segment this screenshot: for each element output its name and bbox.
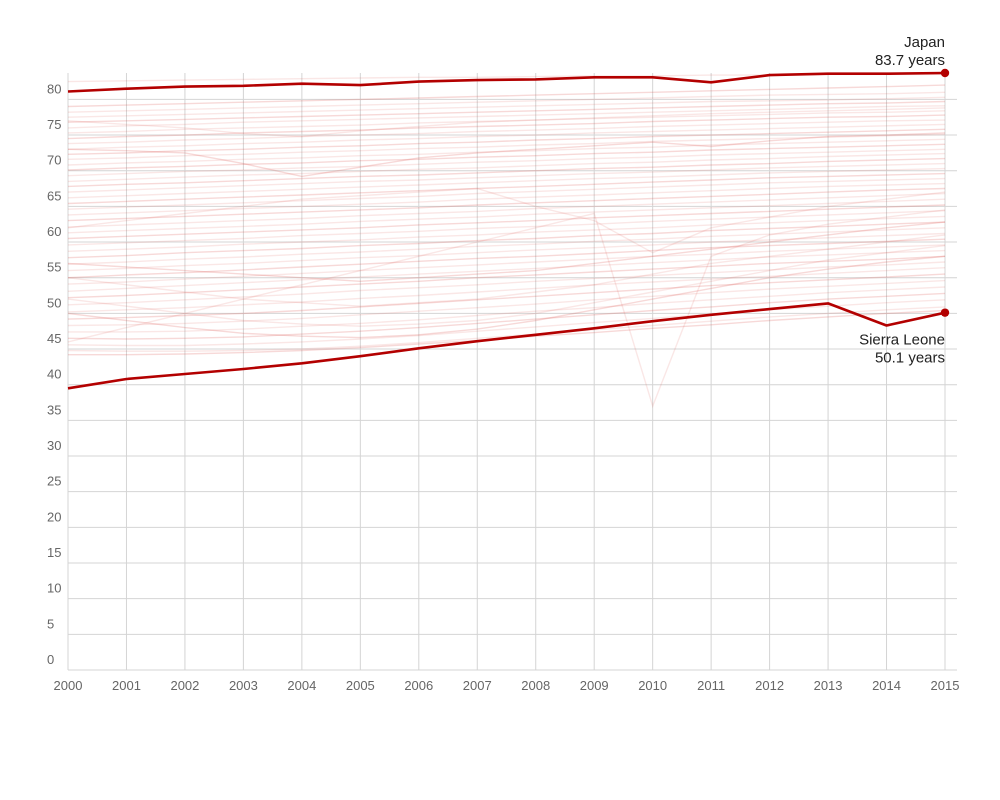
background-series-line [67,172,946,205]
background-series-line [67,244,946,327]
x-tick-label: 2003 [229,678,258,693]
y-tick-label: 75 [47,117,61,132]
background-series-line [67,221,946,259]
x-tick-label: 2002 [170,678,199,693]
background-series-line [67,182,946,216]
background-series-line [67,234,946,307]
background-series-line [67,157,946,188]
x-tick-label: 2012 [755,678,784,693]
y-tick-label: 35 [47,402,61,417]
y-tick-label: 15 [47,545,61,560]
y-tick-label: 0 [47,652,54,667]
background-series-line [67,187,946,254]
y-tick-label: 70 [47,153,61,168]
background-series-line [67,210,946,246]
series-name-label: Sierra Leone [859,332,945,349]
x-tick-label: 2008 [521,678,550,693]
background-series-line [67,96,946,118]
y-tick-label: 5 [47,616,54,631]
y-tick-label: 10 [47,581,61,596]
background-series-line [67,255,946,299]
x-tick-label: 2001 [112,678,141,693]
y-tick-label: 50 [47,295,61,310]
background-series-line [67,148,946,177]
background-series-line [67,162,946,193]
y-tick-label: 45 [47,331,61,346]
background-series-line [67,209,946,409]
highlighted-series-lines [67,68,950,390]
background-series-line [67,232,946,272]
x-tick-label: 2009 [580,678,609,693]
background-series-line [67,261,946,306]
grid [67,73,957,671]
background-series-line [67,167,946,199]
background-series-line [67,249,946,292]
y-tick-label: 40 [47,367,61,382]
background-series-line [67,110,946,134]
x-tick-label: 2004 [287,678,316,693]
background-series-line [67,221,946,283]
x-tick-label: 2015 [931,678,960,693]
background-series-line [67,227,946,265]
background-series-line [67,192,946,228]
background-series-line [67,132,946,178]
y-axis-tick-labels: 0 5 10 15 20 25 30 35 40 45 50 55 60 65 70 75 80 [47,81,61,667]
y-tick-label: 65 [47,188,61,203]
x-tick-label: 2014 [872,678,901,693]
background-series-line [67,177,946,210]
x-axis-tick-labels: 2000 2001 2002 2003 2004 2005 2006 2007 2008 2009… [54,678,960,693]
background-series-line [67,292,946,340]
background-series-line [67,215,946,252]
series-endpoint-marker [940,308,950,317]
background-series-line [67,84,946,108]
y-tick-label: 80 [47,81,61,96]
background-series-line [67,267,946,313]
background-series-line [67,105,946,129]
y-tick-label: 20 [47,509,61,524]
background-series-line [67,279,946,327]
y-tick-label: 25 [47,474,61,489]
highlighted-series-line [67,71,946,93]
series-value-label: 83.7 years [875,52,945,69]
background-series-line [67,198,946,234]
background-series-line [67,100,946,123]
highlighted-series-line [67,302,946,390]
background-series-line [67,119,946,145]
background-series-line [67,273,946,320]
y-tick-label: 55 [47,260,61,275]
x-tick-label: 2010 [638,678,667,693]
background-series-line [67,107,946,138]
background-series-line [67,306,946,352]
x-tick-label: 2013 [814,678,843,693]
series-name-label: Japan [904,34,945,51]
background-series-line [67,123,946,150]
background-series-line [67,299,946,347]
background-series-line [67,114,946,140]
background-series-line [67,133,946,160]
background-series-line [67,138,946,166]
background-series-line [67,204,946,240]
background-series-line [67,152,946,183]
series-endpoint-marker [940,68,950,78]
background-series-line [67,91,946,113]
y-tick-label: 30 [47,438,61,453]
background-series-line [67,128,946,155]
background-series-line [68,286,946,333]
background-series-line [67,187,946,222]
background-series-line [67,255,946,339]
series-value-label: 50.1 years [875,350,945,367]
x-tick-label: 2005 [346,678,375,693]
x-tick-label: 2000 [54,678,83,693]
y-tick-label: 60 [47,224,61,239]
background-series-lines [67,73,946,409]
background-series-line [67,238,946,279]
x-tick-label: 2007 [463,678,492,693]
x-tick-label: 2006 [404,678,433,693]
background-series-line [67,244,946,285]
x-tick-label: 2011 [697,678,725,693]
background-series-line [67,143,946,171]
